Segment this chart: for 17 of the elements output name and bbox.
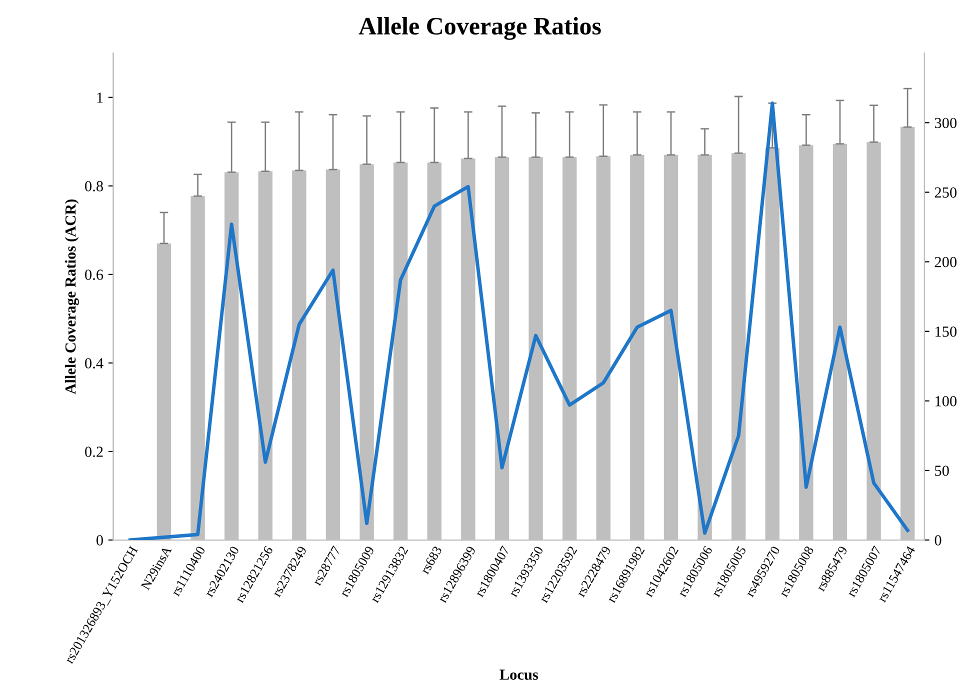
y2-tick-label: 100: [936, 396, 957, 406]
line-series: [128, 101, 910, 540]
y-tick-label: 0.6: [85, 270, 104, 280]
y2-tick-label: 0: [934, 535, 942, 546]
y-tick-label: 0.2: [85, 446, 103, 458]
y2-tick-label: 150: [936, 326, 957, 337]
y-tick-label: 0: [96, 535, 103, 546]
y2-tick-label: 300: [934, 118, 957, 128]
y2-tick-label: 50: [935, 466, 949, 476]
y2-tick-label: 250: [934, 187, 957, 198]
chart-title: Allele Coverage Ratios: [358, 17, 601, 40]
x-axis-title: Locus: [500, 670, 538, 680]
y2-tick-label: 200: [934, 256, 957, 268]
y-tick-label: 1: [97, 92, 103, 103]
y-tick-label: 0.8: [85, 181, 103, 192]
y-tick-label: 0.4: [85, 358, 104, 368]
y-axis-title: Allele Coverage Ratios (ACR): [64, 199, 79, 394]
